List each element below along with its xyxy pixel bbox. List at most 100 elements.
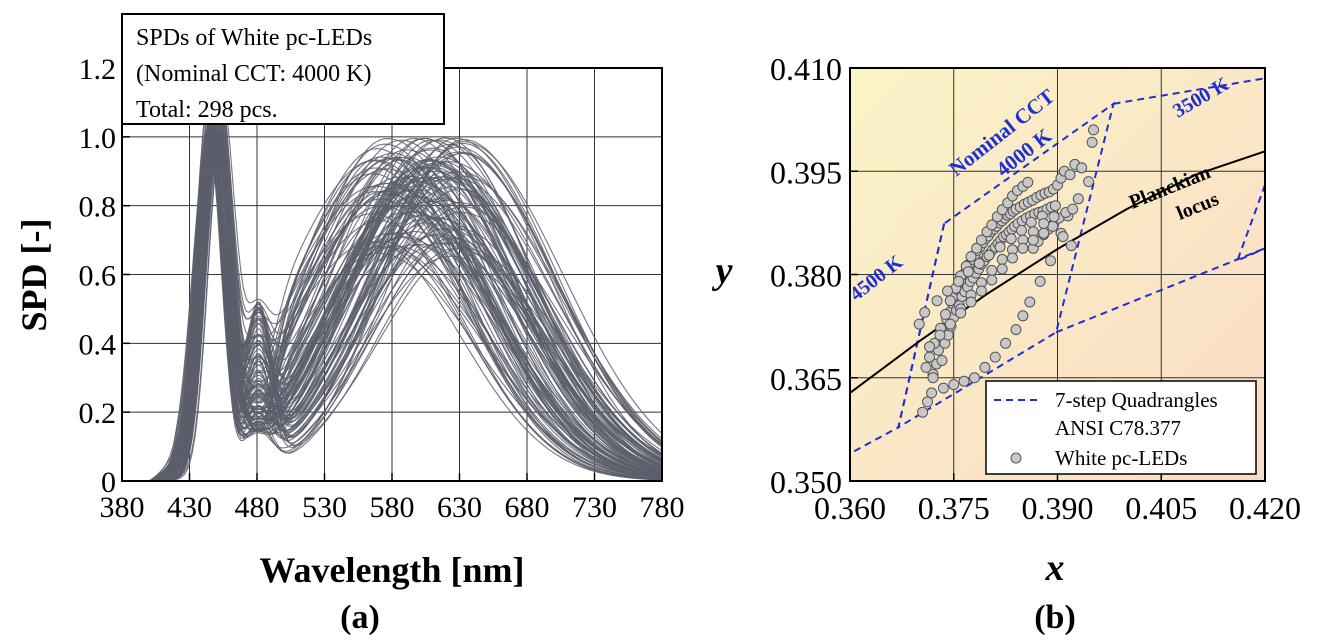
led-point: [944, 318, 956, 330]
led-point: [989, 351, 1001, 363]
annotation-line-1: SPDs of White pc-LEDs: [136, 25, 372, 51]
led-point: [1025, 216, 1037, 228]
y-tick-label: 0.8: [79, 191, 117, 224]
x-tick-label: 0.360: [814, 490, 886, 526]
led-point: [969, 372, 980, 384]
led-point: [1064, 169, 1076, 181]
x-tick-label: 580: [370, 491, 415, 524]
led-point: [937, 382, 949, 394]
led-point: [1086, 136, 1098, 148]
x-tick-label: 0.420: [1229, 490, 1301, 526]
led-point: [1038, 227, 1050, 239]
y-tick-label: 0.350: [770, 464, 842, 500]
chart-b-x-ticks: 0.360 0.375 0.390 0.405 0.420: [814, 473, 1301, 526]
x-tick-label: 530: [302, 491, 347, 524]
chart-a-x-ticks: 380 430 480 530 580 630 680 730 780: [100, 473, 685, 524]
quadrangle-boundary: [1055, 247, 1265, 334]
chart-a-xlabel: Wavelength [nm]: [260, 550, 525, 590]
led-point: [924, 351, 935, 363]
led-point: [983, 249, 995, 261]
y-tick-label: 0.4: [79, 328, 117, 361]
led-point: [1016, 224, 1027, 236]
chart-b-y-ticks: 0.350 0.365 0.380 0.395 0.410: [770, 51, 858, 500]
led-point: [1072, 193, 1084, 205]
planckian-locus-line: [850, 150, 1265, 394]
x-tick-label: 630: [437, 491, 482, 524]
led-point: [931, 295, 943, 307]
x-tick-label: 730: [572, 491, 617, 524]
spd-curve: [122, 123, 662, 481]
chart-a-panel-label: (a): [340, 599, 380, 636]
quadrangle-boundary: [1235, 184, 1265, 263]
annotation-line-2: (Nominal CCT: 4000 K): [136, 61, 371, 87]
x-tick-label: 430: [167, 491, 212, 524]
x-tick-label: 680: [505, 491, 550, 524]
led-point: [953, 275, 965, 287]
legend-entry-ansi: ANSI C78.377: [1055, 416, 1181, 440]
chart-b-series: [850, 77, 1265, 455]
led-point: [926, 387, 938, 399]
led-point: [1088, 124, 1099, 136]
quadrangle-boundary: [896, 101, 1116, 430]
y-tick-label: 0.365: [770, 361, 842, 397]
quadrangle-boundary: [1113, 77, 1265, 105]
led-point: [973, 258, 985, 269]
chart-a-y-ticks: 0 0.2 0.4 0.6 0.8 1.0 1.2: [79, 53, 130, 499]
spd-curve: [122, 125, 662, 481]
led-point: [1017, 310, 1029, 322]
led-point: [996, 263, 1008, 275]
chart-b: 0.360 0.375 0.390 0.405 0.420 0.350 0.365 0.38…: [712, 51, 1301, 636]
spd-curve: [122, 84, 662, 481]
chart-a: 380 430 480 530 580 630 680 730 780 0 0.2 0.4 0.6 0.…: [14, 13, 685, 636]
y-tick-label: 1.2: [79, 53, 117, 86]
chart-b-ylabel: y: [712, 250, 733, 292]
led-point: [994, 241, 1006, 253]
y-tick-label: 0.410: [770, 51, 842, 87]
led-point: [924, 341, 935, 353]
led-point: [934, 329, 946, 341]
annotation-line-3: Total: 298 pcs.: [136, 97, 278, 123]
led-point: [936, 355, 948, 366]
led-point: [986, 264, 998, 276]
led-point: [1065, 240, 1077, 252]
led-point: [1038, 218, 1050, 230]
led-point: [1010, 324, 1022, 336]
chart-b-legend: 7-step Quadrangles ANSI C78.377 White pc…: [985, 380, 1257, 475]
led-point: [944, 295, 956, 307]
chart-b-panel-label: (b): [1034, 599, 1076, 636]
spd-curve: [122, 133, 662, 481]
led-point: [1034, 275, 1046, 287]
led-point: [996, 253, 1008, 265]
led-point: [975, 234, 987, 246]
x-tick-label: 780: [640, 491, 685, 524]
legend-entry-quadrangles: 7-step Quadrangles: [1055, 388, 1218, 412]
y-tick-label: 0.395: [770, 154, 842, 190]
led-point: [958, 375, 970, 387]
y-tick-label: 0: [101, 466, 116, 499]
led-point: [971, 242, 983, 254]
led-point: [955, 307, 967, 319]
led-point: [1000, 337, 1012, 349]
x-tick-label: 0.405: [1125, 490, 1197, 526]
y-tick-label: 0.380: [770, 258, 842, 294]
led-point: [1005, 233, 1017, 245]
led-point: [917, 406, 929, 418]
x-tick-label: 0.375: [918, 490, 990, 526]
led-point: [1067, 203, 1079, 215]
led-point: [965, 251, 977, 263]
y-tick-label: 1.0: [79, 122, 117, 155]
legend-marker-icon: [1010, 452, 1022, 464]
spd-curve: [122, 136, 662, 481]
spd-curve: [122, 132, 662, 481]
led-point: [927, 372, 939, 384]
led-point: [1057, 231, 1069, 243]
led-point: [913, 318, 925, 330]
led-point: [942, 285, 953, 297]
x-tick-label: 480: [235, 491, 280, 524]
led-point: [975, 285, 987, 297]
led-point: [1024, 296, 1036, 308]
led-point: [965, 296, 977, 308]
led-point: [1045, 255, 1057, 267]
chart-a-ylabel: SPD [-]: [14, 219, 54, 332]
